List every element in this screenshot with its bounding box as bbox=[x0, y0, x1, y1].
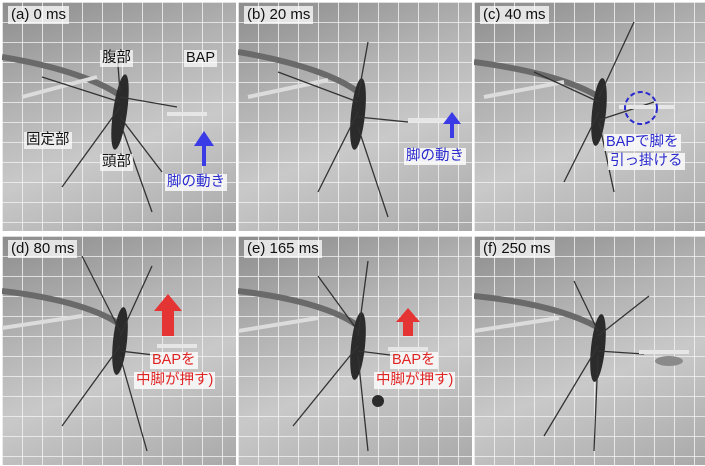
label-head: 頭部 bbox=[100, 154, 133, 171]
label-abdomen: 腹部 bbox=[100, 50, 133, 67]
label-leg-motion: 脚の動き bbox=[404, 148, 466, 165]
up-arrow-icon bbox=[154, 294, 182, 336]
panel-a: (a) 0 ms 腹部 BAP 固定部 頭部 脚の動き bbox=[2, 2, 236, 231]
panel-label: (f) 250 ms bbox=[480, 240, 554, 258]
photo-scene bbox=[238, 236, 472, 465]
label-fixture: 固定部 bbox=[24, 132, 72, 149]
label-push-2: 中脚が押す) bbox=[134, 372, 216, 389]
up-arrow-icon bbox=[194, 131, 214, 166]
panel-c: (c) 40 ms BAPで脚を 引っ掛ける bbox=[474, 2, 705, 231]
photo-scene bbox=[2, 236, 236, 465]
label-push-2: 中脚が押す) bbox=[374, 372, 456, 389]
label-hook-1: BAPで脚を bbox=[604, 134, 681, 151]
up-arrow-icon bbox=[443, 112, 461, 138]
photo-scene bbox=[2, 2, 236, 231]
highlight-circle bbox=[624, 91, 658, 125]
photo-scene bbox=[474, 2, 705, 231]
panel-label: (e) 165 ms bbox=[244, 240, 322, 258]
panel-f: (f) 250 ms bbox=[474, 236, 705, 465]
panel-label: (c) 40 ms bbox=[480, 6, 549, 24]
panel-b: (b) 20 ms 脚の動き bbox=[238, 2, 472, 231]
photo-scene bbox=[238, 2, 472, 231]
label-leg-motion: 脚の動き bbox=[165, 174, 227, 191]
up-arrow-icon bbox=[396, 308, 420, 336]
label-push-1: BAPを bbox=[150, 352, 198, 369]
label-bap: BAP bbox=[184, 50, 218, 67]
photo-scene bbox=[474, 236, 705, 465]
label-hook-2: 引っ掛ける bbox=[608, 153, 685, 170]
panel-label: (b) 20 ms bbox=[244, 6, 314, 24]
panel-label: (d) 80 ms bbox=[8, 240, 78, 258]
panel-e: (e) 165 ms BAPを 中脚が押す) bbox=[238, 236, 472, 465]
panel-d: (d) 80 ms BAPを 中脚が押す) bbox=[2, 236, 236, 465]
panel-label: (a) 0 ms bbox=[8, 6, 70, 24]
label-push-1: BAPを bbox=[390, 352, 438, 369]
